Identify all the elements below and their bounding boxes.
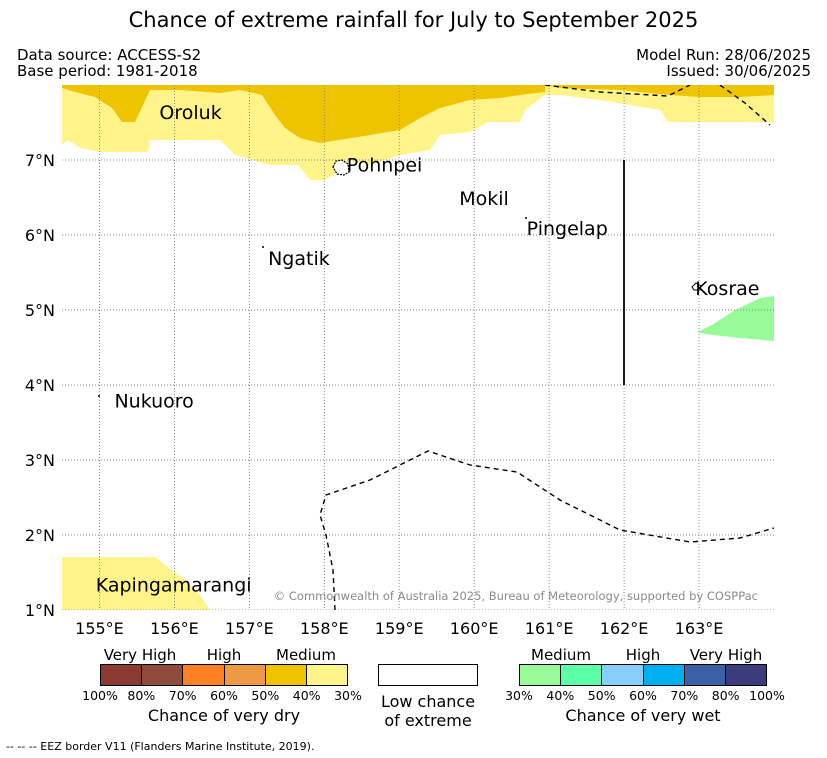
map-area: Oroluk Pohnpei Mokil Pingelap Ngatik Kosrae Nu…	[62, 85, 774, 610]
legend-dry-caption: Chance of very dry	[147, 706, 301, 725]
legend-wet-tick: 40%	[546, 688, 575, 703]
x-tick-label: 162°E	[600, 619, 649, 638]
legend-wet-caption: Chance of very wet	[565, 706, 721, 725]
dry-medium-region	[62, 85, 545, 143]
legend-wet-headings: Medium High Very High	[519, 646, 767, 664]
legend-wet-swatch	[520, 665, 562, 685]
nukuoro-atoll	[98, 395, 100, 397]
legend-dry-swatch	[224, 665, 266, 685]
legend-wet-swatch	[561, 665, 603, 685]
pohnpei-island	[332, 159, 350, 176]
legend-wet-tick: 50%	[587, 688, 616, 703]
wet-medium-region	[697, 296, 774, 341]
dry-medium-region-east	[545, 85, 774, 97]
legend-dry-tick: 50%	[251, 688, 280, 703]
legend-wet-swatch	[725, 665, 767, 685]
eez-border-northeast	[719, 85, 771, 126]
place-label-nukuoro: Nukuoro	[114, 391, 193, 413]
x-tick-label: 156°E	[150, 619, 199, 638]
kosrae-island	[691, 282, 702, 291]
legend-wet-swatch	[602, 665, 644, 685]
y-tick-label: 6°N	[25, 226, 55, 245]
model-run: Model Run: 28/06/2025	[636, 46, 811, 64]
y-tick-label: 2°N	[25, 526, 55, 545]
place-label-pingelap: Pingelap	[527, 218, 608, 240]
place-label-pohnpei: Pohnpei	[347, 154, 423, 176]
place-label-kapingamarangi: Kapingamarangi	[96, 574, 252, 596]
y-tick-label: 3°N	[25, 451, 55, 470]
place-label-kosrae: Kosrae	[695, 278, 759, 300]
legend-wet-swatch	[643, 665, 685, 685]
legend-wet-tick: 100%	[749, 688, 785, 703]
meta-left: Data source: ACCESS-S2 Base period: 1981…	[17, 47, 201, 79]
legend-low-caption-line1: Low chance	[380, 692, 476, 711]
place-label-mokil: Mokil	[459, 188, 509, 210]
y-tick-labels: 7°N 6°N 5°N 4°N 3°N 2°N 1°N	[25, 151, 55, 620]
place-label-oroluk: Oroluk	[159, 102, 221, 124]
legend-dry-swatch	[306, 665, 348, 685]
y-tick-label: 4°N	[25, 376, 55, 395]
chart-title: Chance of extreme rainfall for July to S…	[128, 8, 699, 32]
footer-eez-note: -- -- -- EEZ border V11 (Flanders Marine…	[6, 740, 315, 753]
legend-dry-swatch	[101, 665, 143, 685]
eez-border-north	[544, 85, 691, 97]
data-source: Data source: ACCESS-S2	[17, 46, 202, 64]
eez-border-south	[319, 450, 774, 610]
meta-right: Model Run: 28/06/2025 Issued: 30/06/2025	[636, 47, 811, 79]
legend-dry-colorbar	[100, 664, 348, 686]
issued-date: Issued: 30/06/2025	[666, 62, 811, 80]
legend-wet-tick: 30%	[505, 688, 533, 703]
legend-low: Low chance of extreme	[378, 664, 478, 730]
legend-dry-tick: 80%	[127, 688, 156, 703]
pingelap-atoll	[525, 217, 527, 219]
legend-dry-heading: High	[206, 646, 242, 664]
legend-dry-swatch	[265, 665, 307, 685]
legend-dry-swatch	[142, 665, 184, 685]
place-labels: Oroluk Pohnpei Mokil Pingelap Ngatik Kosrae Nu…	[96, 102, 760, 597]
y-tick-label: 1°N	[25, 601, 55, 620]
x-tick-label: 160°E	[450, 619, 499, 638]
legend-wet-ticks: 30% 40% 50% 60% 70% 80% 100%	[505, 686, 785, 703]
legend-dry-heading: Very High	[103, 646, 177, 664]
legend-low-caption-line2: of extreme	[384, 711, 472, 730]
x-tick-label: 157°E	[225, 619, 274, 638]
x-tick-label: 155°E	[75, 619, 124, 638]
legend-wet-heading: Medium	[531, 646, 591, 664]
legend-dry: Very High High Medium 100% 80% 70% 60% 50% 40…	[82, 646, 362, 725]
legend-dry-heading: Medium	[276, 646, 336, 664]
legend-wet-heading: High	[625, 646, 661, 664]
legend-wet-swatch	[684, 665, 726, 685]
dry-medium-light-south	[62, 557, 210, 610]
legend-wet-tick: 60%	[629, 688, 657, 703]
legend-dry-tick: 30%	[334, 688, 362, 703]
legend-wet-heading: Very High	[689, 646, 763, 664]
y-tick-label: 5°N	[25, 301, 55, 320]
x-tick-labels: 155°E 156°E 157°E 158°E 159°E 160°E 161°E 162°E…	[75, 619, 723, 638]
legend-dry-swatch	[183, 665, 225, 685]
legend-dry-tick: 100%	[82, 688, 118, 703]
legend-dry-tick: 40%	[292, 688, 321, 703]
legend-dry-tick: 70%	[168, 688, 197, 703]
legend-wet-colorbar	[519, 664, 767, 686]
legend-wet: Medium High Very High 30% 40% 50% 60% 70% 80%…	[505, 646, 785, 725]
x-tick-label: 161°E	[525, 619, 574, 638]
ngatik-atoll	[262, 246, 264, 248]
x-tick-label: 163°E	[675, 619, 724, 638]
base-period: Base period: 1981-2018	[17, 62, 198, 80]
legend-dry-tick: 60%	[210, 688, 238, 703]
x-tick-label: 158°E	[300, 619, 349, 638]
legend-low-caption: Low chance of extreme	[378, 692, 478, 730]
legend-wet-tick: 80%	[711, 688, 740, 703]
dry-medium-light-region	[62, 85, 774, 180]
x-tick-label: 159°E	[375, 619, 424, 638]
map-background	[62, 85, 774, 610]
legend-dry-headings: Very High High Medium	[100, 646, 348, 664]
place-label-ngatik: Ngatik	[268, 248, 330, 270]
legend-low-swatch	[378, 664, 478, 686]
legend-wet-tick: 70%	[670, 688, 699, 703]
copyright-text: © Commonwealth of Australia 2025, Bureau…	[274, 589, 758, 603]
legend-dry-ticks: 100% 80% 70% 60% 50% 40% 30%	[82, 686, 362, 703]
y-tick-label: 7°N	[25, 151, 55, 170]
